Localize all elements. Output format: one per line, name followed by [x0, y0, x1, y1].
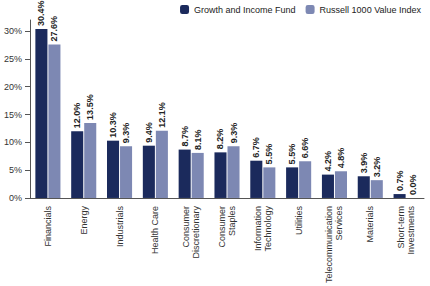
svg-text:10%: 10%: [4, 137, 22, 147]
svg-text:Information: Information: [253, 206, 263, 251]
svg-text:12.1%: 12.1%: [157, 102, 167, 128]
svg-text:9.3%: 9.3%: [121, 123, 131, 144]
svg-text:10.3%: 10.3%: [108, 112, 118, 138]
svg-text:Utilities: Utilities: [294, 205, 304, 235]
svg-text:30.4%: 30.4%: [36, 0, 46, 26]
svg-text:0.7%: 0.7%: [395, 171, 405, 192]
svg-text:5.5%: 5.5%: [264, 144, 274, 165]
svg-text:Consumer: Consumer: [181, 206, 191, 248]
svg-text:5%: 5%: [9, 165, 22, 175]
svg-text:Industrials: Industrials: [115, 205, 125, 247]
svg-text:Materials: Materials: [365, 205, 375, 242]
svg-text:12.0%: 12.0%: [72, 103, 82, 129]
svg-text:Telecommunication: Telecommunication: [324, 206, 334, 283]
svg-text:3.2%: 3.2%: [372, 157, 382, 178]
svg-text:15%: 15%: [4, 110, 22, 120]
svg-text:8.2%: 8.2%: [215, 129, 225, 150]
svg-text:8.1%: 8.1%: [193, 129, 203, 150]
svg-text:Growth and Income Fund: Growth and Income Fund: [194, 5, 296, 15]
svg-text:Energy: Energy: [79, 205, 89, 234]
svg-text:0%: 0%: [9, 193, 22, 203]
svg-text:30%: 30%: [4, 26, 22, 36]
svg-text:20%: 20%: [4, 82, 22, 92]
svg-text:9.4%: 9.4%: [144, 122, 154, 143]
svg-text:Short-term: Short-term: [396, 206, 406, 249]
svg-text:Consumer: Consumer: [217, 206, 227, 248]
svg-text:25%: 25%: [4, 54, 22, 64]
svg-text:Investments: Investments: [406, 205, 416, 254]
svg-text:Russell 1000 Value Index: Russell 1000 Value Index: [320, 5, 422, 15]
svg-text:6.6%: 6.6%: [300, 138, 310, 159]
svg-text:Financials: Financials: [43, 205, 53, 246]
svg-text:0.0%: 0.0%: [408, 174, 418, 195]
svg-text:4.2%: 4.2%: [323, 151, 333, 172]
svg-text:27.6%: 27.6%: [49, 16, 59, 42]
svg-text:8.7%: 8.7%: [180, 126, 190, 147]
svg-text:9.3%: 9.3%: [229, 123, 239, 144]
svg-text:3.9%: 3.9%: [359, 153, 369, 174]
svg-text:13.5%: 13.5%: [85, 94, 95, 120]
svg-text:6.7%: 6.7%: [251, 137, 261, 158]
svg-text:Discretionary: Discretionary: [191, 205, 201, 258]
svg-text:Staples: Staples: [227, 205, 237, 236]
svg-text:5.5%: 5.5%: [287, 144, 297, 165]
svg-text:Technology: Technology: [263, 205, 273, 251]
svg-text:Services: Services: [334, 205, 344, 240]
svg-text:4.8%: 4.8%: [336, 148, 346, 169]
svg-text:Health Care: Health Care: [150, 206, 160, 254]
